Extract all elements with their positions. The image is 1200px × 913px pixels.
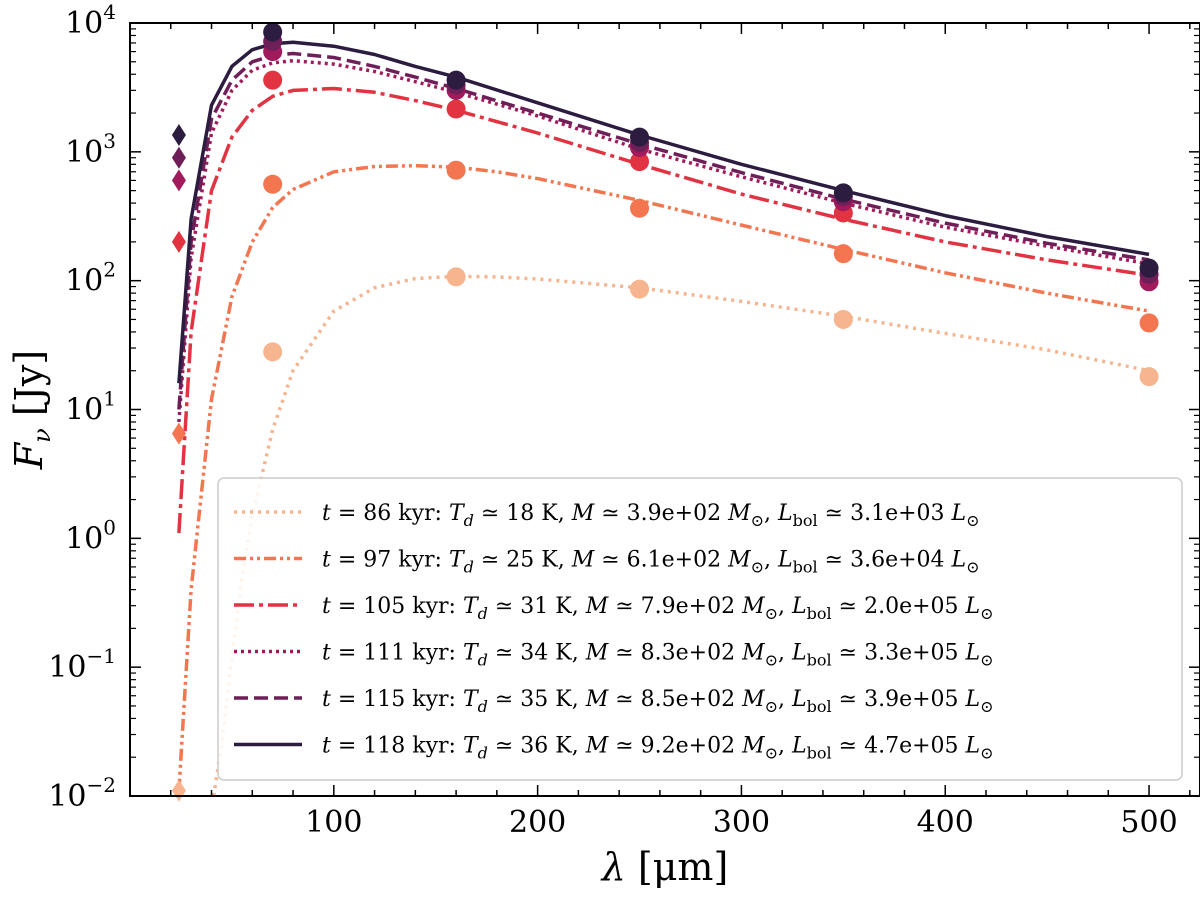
legend-label-5: t = 118 kyr: Td ≃ 36 K, M ≃ 9.2e+02 M⊙, … <box>322 734 994 763</box>
y-tick-label: 101 <box>65 387 116 428</box>
y-tick-label: 102 <box>65 258 116 299</box>
series-2-line <box>177 86 1150 534</box>
series-4-line <box>177 51 1150 410</box>
y-tick-label: 10−1 <box>48 644 116 685</box>
series-5-point <box>833 183 853 203</box>
series-0-point <box>446 267 466 287</box>
svg-text:10−2: 10−2 <box>48 773 116 814</box>
series-5-line <box>177 40 1150 384</box>
x-axis-title: λ [μm] <box>600 845 729 889</box>
legend: t = 86 kyr: Td ≃ 18 K, M ≃ 3.9e+02 M⊙, L… <box>217 477 1183 781</box>
series-2-diamond <box>171 230 186 253</box>
series-1-point <box>446 160 466 180</box>
series-1-diamond <box>171 422 186 445</box>
axis-labels: λ [μm] Fν [Jy] <box>7 350 728 889</box>
legend-label-0: t = 86 kyr: Td ≃ 18 K, M ≃ 3.9e+02 M⊙, L… <box>322 501 980 530</box>
legend-label-1: t = 97 kyr: Td ≃ 25 K, M ≃ 6.1e+02 M⊙, L… <box>322 548 980 577</box>
svg-text:101: 101 <box>65 387 116 428</box>
axis-ticks: 100 200 300 400 500 10−2 10−1 100 101 102 103 104 <box>48 0 1200 840</box>
svg-text:102: 102 <box>65 258 116 299</box>
series-2-point <box>446 99 466 119</box>
svg-text:100: 100 <box>65 515 116 556</box>
series-2-point <box>630 152 650 172</box>
y-tick-label: 100 <box>65 515 116 556</box>
legend-box <box>217 477 1183 781</box>
series-1-point <box>263 174 283 194</box>
x-tick-label: 300 <box>713 805 770 840</box>
series-5-point <box>1139 258 1159 278</box>
series-5-diamond <box>171 124 186 147</box>
y-tick-label: 10−2 <box>48 773 116 814</box>
x-tick-label: 100 <box>305 805 362 840</box>
series-5-point <box>263 22 283 42</box>
x-tick-label: 200 <box>509 805 566 840</box>
series-5-point <box>630 127 650 147</box>
series-1-point <box>630 198 650 218</box>
legend-label-2: t = 105 kyr: Td ≃ 31 K, M ≃ 7.9e+02 M⊙, … <box>322 594 994 623</box>
series-3-line <box>177 58 1150 423</box>
series-points <box>171 22 1159 802</box>
series-0-point <box>1139 367 1159 387</box>
x-tick-label: 500 <box>1120 805 1177 840</box>
legend-label-4: t = 115 kyr: Td ≃ 35 K, M ≃ 8.5e+02 M⊙, … <box>322 687 994 716</box>
series-0-point <box>263 342 283 362</box>
series-0-point <box>630 279 650 299</box>
x-tick-label: 400 <box>917 805 974 840</box>
y-axis-title: Fν [Jy] <box>7 350 56 470</box>
series-2-point <box>263 70 283 90</box>
series-0-point <box>833 309 853 329</box>
series-3-diamond <box>171 169 186 192</box>
series-1-point <box>1139 313 1159 333</box>
svg-text:104: 104 <box>65 0 116 41</box>
series-5-point <box>446 70 466 90</box>
series-4-diamond <box>171 146 186 169</box>
legend-label-3: t = 111 kyr: Td ≃ 34 K, M ≃ 8.3e+02 M⊙, … <box>322 641 994 670</box>
y-tick-label: 104 <box>65 0 116 41</box>
svg-text:103: 103 <box>65 129 116 170</box>
y-tick-label: 103 <box>65 129 116 170</box>
svg-text:10−1: 10−1 <box>48 644 116 685</box>
series-1-point <box>833 244 853 264</box>
